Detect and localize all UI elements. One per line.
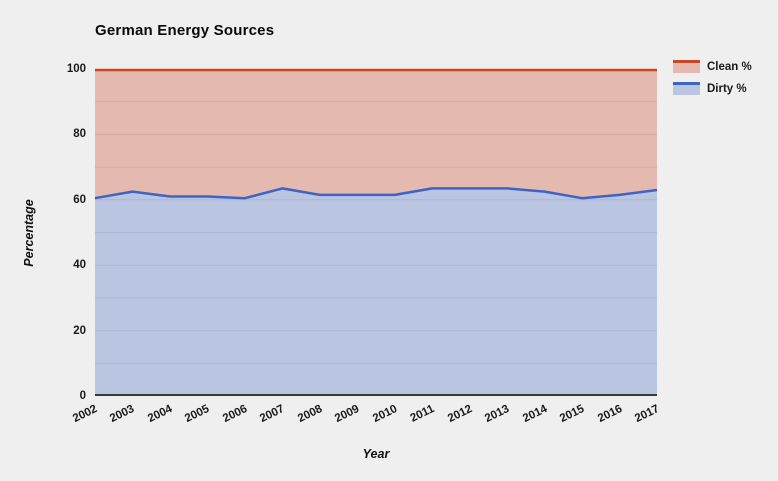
legend: Clean % Dirty % xyxy=(673,60,752,104)
plot-svg xyxy=(94,68,658,396)
x-axis-title: Year xyxy=(362,447,390,461)
dirty-area xyxy=(95,188,657,396)
x-tick-label: 2009 xyxy=(333,403,362,426)
y-tick-label: 100 xyxy=(66,63,86,75)
legend-label: Clean % xyxy=(707,60,752,73)
clean-area xyxy=(95,69,657,199)
dirty-line xyxy=(94,187,658,200)
x-tick-label: 2007 xyxy=(258,403,287,426)
y-tick-label: 80 xyxy=(73,128,86,141)
x-tick-label: 2011 xyxy=(408,403,437,425)
y-tick-label: 40 xyxy=(73,259,86,272)
y-axis-title: Percentage xyxy=(22,199,36,267)
legend-swatch-icon xyxy=(673,60,700,73)
legend-label: Dirty % xyxy=(707,82,747,95)
legend-item-clean[interactable]: Clean % xyxy=(673,60,752,73)
legend-item-dirty[interactable]: Dirty % xyxy=(673,82,752,95)
y-tick-label: 0 xyxy=(79,390,86,402)
plot-area xyxy=(94,68,658,396)
y-tick-label: 20 xyxy=(73,324,86,337)
legend-swatch-icon xyxy=(673,82,700,95)
chart-title: German Energy Sources xyxy=(95,22,275,39)
x-tick-label: 2013 xyxy=(483,403,512,426)
y-tick-label: 60 xyxy=(73,193,86,206)
